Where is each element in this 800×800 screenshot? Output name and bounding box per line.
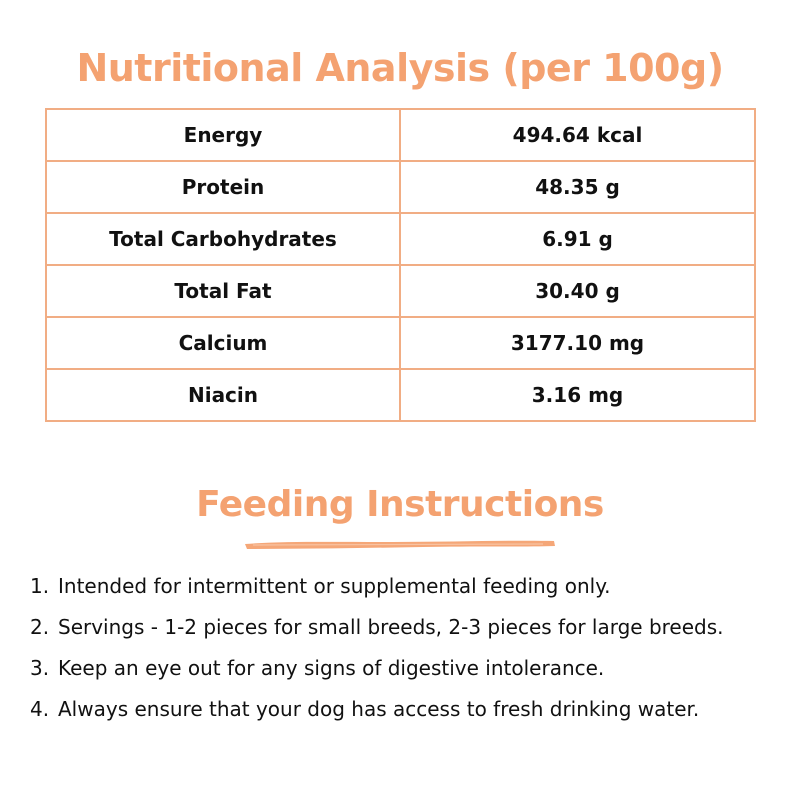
- nutrient-name: Total Fat: [45, 264, 401, 318]
- nutrient-value: 48.35 g: [399, 160, 756, 214]
- nutrient-name: Calcium: [45, 316, 401, 370]
- nutrition-table: Energy 494.64 kcal Protein 48.35 g Total…: [45, 108, 756, 422]
- table-row: Total Carbohydrates 6.91 g: [45, 212, 756, 266]
- nutrient-value: 3.16 mg: [399, 368, 756, 422]
- table-row: Energy 494.64 kcal: [45, 108, 756, 162]
- item-number: 4.: [30, 697, 50, 721]
- item-number: 2.: [30, 615, 50, 639]
- table-row: Calcium 3177.10 mg: [45, 316, 756, 370]
- nutrition-title: Nutritional Analysis (per 100g): [76, 46, 724, 90]
- list-item: 1. Intended for intermittent or suppleme…: [0, 566, 800, 607]
- table-row: Total Fat 30.40 g: [45, 264, 756, 318]
- list-item: 2. Servings - 1-2 pieces for small breed…: [0, 607, 800, 648]
- list-item: 4. Always ensure that your dog has acces…: [0, 689, 800, 730]
- table-row: Protein 48.35 g: [45, 160, 756, 214]
- nutrient-value: 3177.10 mg: [399, 316, 756, 370]
- nutrient-value: 30.40 g: [399, 264, 756, 318]
- item-text: Always ensure that your dog has access t…: [58, 697, 700, 721]
- nutrient-value: 494.64 kcal: [399, 108, 756, 162]
- item-number: 1.: [30, 574, 50, 598]
- brush-underline: [245, 540, 555, 549]
- nutrient-name: Total Carbohydrates: [45, 212, 401, 266]
- feeding-list: 1. Intended for intermittent or suppleme…: [0, 566, 800, 730]
- item-text: Servings - 1-2 pieces for small breeds, …: [58, 615, 724, 639]
- nutrient-name: Niacin: [45, 368, 401, 422]
- list-item: 3. Keep an eye out for any signs of dige…: [0, 648, 800, 689]
- nutrient-name: Energy: [45, 108, 401, 162]
- nutrient-name: Protein: [45, 160, 401, 214]
- feeding-title: Feeding Instructions: [196, 484, 604, 525]
- table-row: Niacin 3.16 mg: [45, 368, 756, 422]
- nutrient-value: 6.91 g: [399, 212, 756, 266]
- item-number: 3.: [30, 656, 50, 680]
- item-text: Intended for intermittent or supplementa…: [58, 574, 611, 598]
- item-text: Keep an eye out for any signs of digesti…: [58, 656, 605, 680]
